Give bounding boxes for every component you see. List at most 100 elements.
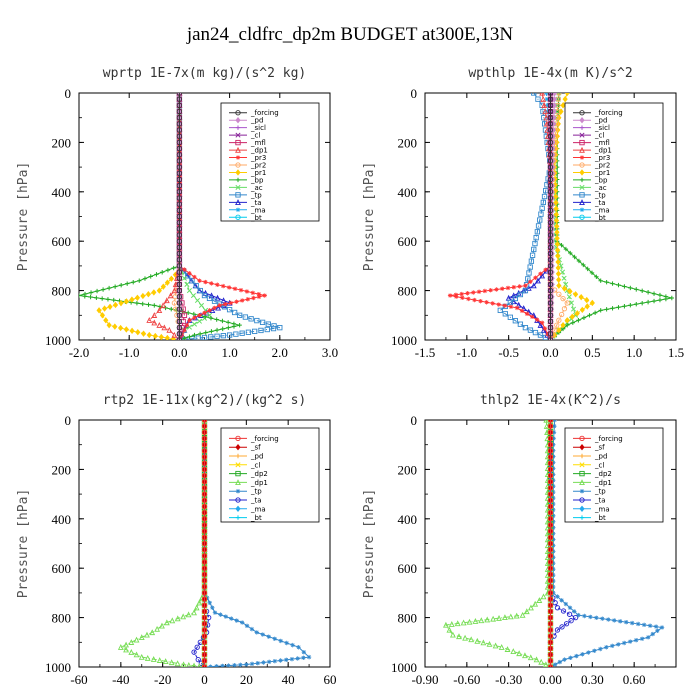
data-point: [238, 287, 244, 293]
data-point: [214, 294, 221, 301]
data-point: [547, 244, 554, 251]
data-point: [547, 608, 554, 615]
data-point: [551, 561, 556, 566]
legend-marker: [235, 199, 241, 205]
data-point: [176, 96, 183, 102]
data-point: [551, 543, 556, 548]
series-forcing: [547, 93, 554, 340]
legend-marker: [579, 444, 585, 451]
data-point: [124, 281, 130, 286]
data-point: [192, 274, 197, 280]
data-point: [657, 297, 663, 303]
data-point: [135, 329, 141, 336]
data-point: [547, 121, 554, 127]
series-line: [507, 93, 551, 340]
data-point: [547, 195, 554, 201]
y-tick-label: 200: [398, 462, 418, 477]
data-point: [532, 240, 538, 247]
data-point: [547, 115, 554, 121]
data-point: [176, 170, 183, 176]
data-point: [547, 590, 554, 596]
data-point: [168, 659, 175, 666]
data-point: [528, 279, 533, 284]
data-point: [589, 299, 595, 307]
data-point: [645, 290, 651, 295]
data-point: [645, 299, 651, 305]
legend-entry: _dp2: [250, 470, 268, 478]
data-point: [538, 211, 544, 217]
data-point: [201, 590, 208, 596]
legend-entry: _tp: [250, 191, 262, 199]
legend-marker: [579, 169, 585, 176]
data-point: [633, 637, 639, 643]
data-point: [201, 435, 208, 442]
data-point: [442, 621, 449, 628]
legend-entry: _ma: [594, 206, 610, 214]
data-point: [189, 278, 195, 284]
legend-box: [220, 102, 320, 222]
legend-entry: _bp: [594, 176, 608, 184]
data-point: [99, 312, 106, 319]
data-point: [547, 201, 554, 207]
legend-marker: [235, 479, 241, 486]
data-point: [171, 331, 178, 338]
legend-marker: [579, 155, 585, 160]
data-point: [547, 621, 554, 627]
data-point: [171, 287, 178, 294]
data-point: [106, 322, 112, 329]
data-point: [556, 317, 562, 323]
series-pr1: [547, 93, 595, 340]
data-point: [466, 618, 473, 625]
data-point: [551, 466, 556, 471]
data-point: [172, 281, 179, 288]
data-point: [556, 276, 562, 283]
data-point: [635, 621, 641, 627]
legend-entry: _ma: [594, 505, 610, 513]
plot-area: [79, 93, 283, 340]
data-point: [203, 330, 208, 335]
data-point: [527, 654, 534, 661]
data-point: [527, 327, 534, 333]
data-point: [156, 287, 162, 294]
data-point: [226, 332, 233, 338]
y-tick-label: 600: [398, 234, 418, 249]
legend-entry: _cl: [594, 461, 604, 469]
data-point: [547, 220, 554, 226]
panel-3: rtp2 1E-11x(kg^2)/(kg^2 s) Pressure [hPa]…: [16, 393, 337, 687]
data-point: [628, 303, 633, 308]
data-point: [465, 291, 470, 296]
data-point: [547, 226, 554, 232]
data-point: [616, 282, 621, 288]
data-point: [129, 327, 135, 335]
data-point: [306, 654, 312, 660]
data-point: [547, 102, 554, 109]
data-point: [537, 332, 544, 338]
data-point: [534, 229, 541, 235]
data-point: [594, 615, 599, 620]
data-point: [553, 217, 560, 224]
series-ta: [191, 420, 212, 667]
y-tick-label: 1000: [45, 333, 71, 348]
y-tick-label: 800: [398, 284, 418, 299]
legend-marker: [579, 146, 585, 153]
data-point: [186, 661, 192, 667]
data-point: [248, 316, 254, 322]
data-point: [547, 294, 554, 300]
data-point: [551, 454, 556, 459]
data-point: [234, 299, 239, 304]
data-point: [255, 660, 260, 666]
data-point: [182, 336, 187, 340]
data-point: [131, 280, 136, 285]
data-point: [555, 246, 561, 254]
legend: _forcing_sf_pd_cl_dp2_dp1_tp_ta_ma_bt: [220, 427, 320, 523]
data-point: [634, 301, 639, 307]
data-point: [502, 303, 508, 308]
data-point: [547, 658, 554, 664]
data-point: [176, 133, 183, 139]
legend-marker: [579, 110, 585, 116]
x-tick-label: -0.30: [495, 672, 522, 687]
x-tick-label: 60: [324, 672, 337, 687]
data-point: [176, 318, 183, 325]
legend-entry: _pr1: [594, 169, 610, 177]
data-point: [547, 287, 554, 294]
